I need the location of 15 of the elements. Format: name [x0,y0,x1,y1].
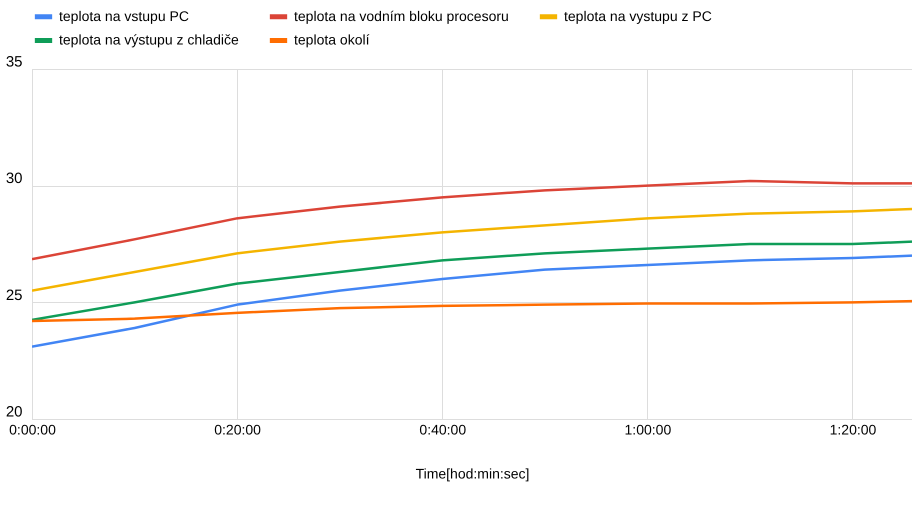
y-tick-label: 25 [6,286,22,304]
x-tick-label: 1:00:00 [624,422,672,438]
x-tick-label: 0:40:00 [419,422,466,438]
x-axis-title: Time[hod:min:sec] [416,466,530,482]
x-tick-label: 0:00:00 [9,422,56,438]
y-tick-label: 35 [6,54,22,70]
legend-label: teplota na vystupu z PC [564,8,712,24]
legend-label: teplota okolí [294,32,370,48]
legend-label: teplota na výstupu z chladiče [59,32,239,48]
legend-label: teplota na vstupu PC [59,8,189,24]
y-tick-label: 20 [6,404,22,420]
legend-label: teplota na vodním bloku procesoru [294,8,509,24]
x-tick-label: 0:20:00 [214,422,262,438]
y-tick-label: 30 [6,170,22,188]
x-tick-label: 1:20:00 [830,422,877,438]
